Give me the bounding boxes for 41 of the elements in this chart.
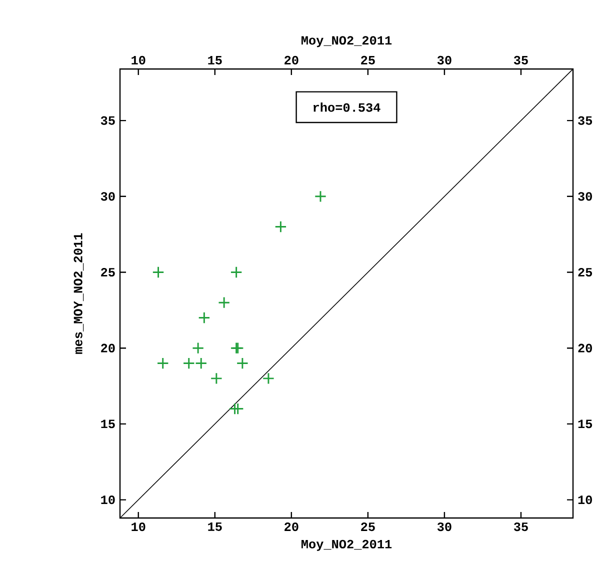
y-tick-label: 20 xyxy=(101,344,115,352)
y-axis-title: mes_MOY_NO2_2011 xyxy=(74,233,84,354)
point xyxy=(210,372,222,385)
y-tick-label: 30 xyxy=(100,192,115,201)
annotation: rho=0.534 xyxy=(314,102,380,112)
y-tick-label: 15 xyxy=(101,420,115,428)
x2-axis-title: Moy_NO2_2011 xyxy=(302,36,392,48)
point xyxy=(314,190,327,202)
y2-tick-label: 20 xyxy=(578,344,592,352)
x2-tick-label: 25 xyxy=(361,522,375,532)
y2-tick-label: 15 xyxy=(578,420,592,428)
point xyxy=(195,357,208,370)
x-tick-label: 30 xyxy=(437,56,452,65)
point xyxy=(262,372,275,385)
x-axis-title: Moy_NO2_2011 xyxy=(302,540,392,551)
x2-tick-label: 35 xyxy=(514,522,528,532)
y2-tick-label: 25 xyxy=(578,268,592,277)
y-tick-label: 10 xyxy=(101,496,115,504)
y2-tick-label: 35 xyxy=(578,116,592,125)
x2-tick-label: 10 xyxy=(132,522,146,532)
x-tick-label: 20 xyxy=(284,56,298,65)
point xyxy=(274,220,287,233)
point xyxy=(192,342,204,354)
point xyxy=(236,357,249,370)
point xyxy=(230,266,242,278)
point xyxy=(156,357,169,370)
y-tick-label: 35 xyxy=(100,116,115,125)
x-tick-label: 10 xyxy=(132,56,146,65)
x-tick-label: 15 xyxy=(208,56,222,65)
y2-tick-label: 10 xyxy=(578,496,592,504)
x-tick-label: 35 xyxy=(514,56,528,65)
point xyxy=(218,296,230,309)
x-tick-label: 25 xyxy=(361,56,375,65)
point xyxy=(198,312,210,324)
x2-tick-label: 15 xyxy=(208,522,222,531)
point xyxy=(182,357,195,370)
x2-tick-label: 20 xyxy=(284,522,298,532)
point xyxy=(152,266,164,278)
y2-tick-label: 30 xyxy=(578,192,592,201)
y-tick-label: 25 xyxy=(101,268,115,277)
x2-tick-label: 30 xyxy=(437,522,452,532)
